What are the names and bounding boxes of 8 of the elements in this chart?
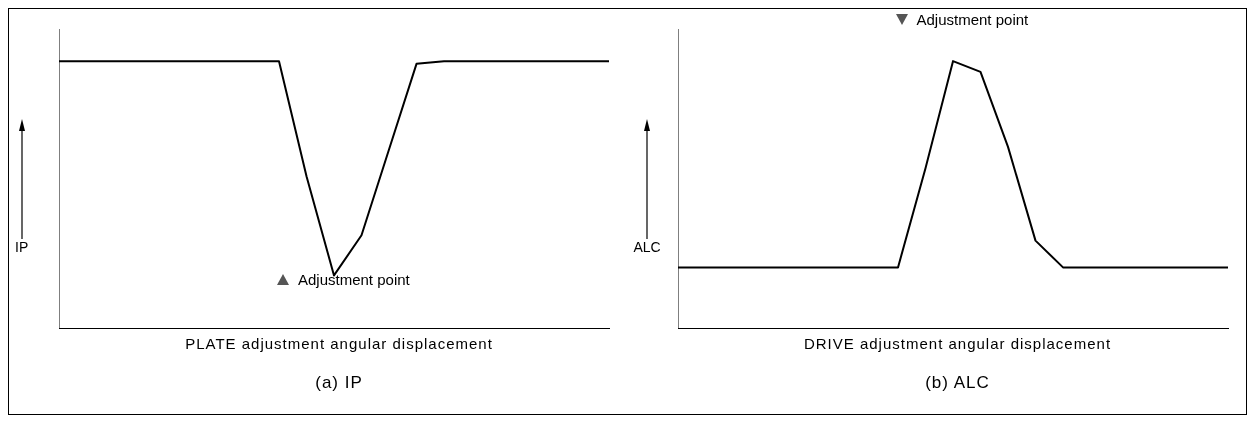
x-axis-title: DRIVE adjustment angular displacement bbox=[802, 335, 1113, 352]
y-axis-title: IP bbox=[15, 239, 29, 255]
text: (b) ALC bbox=[924, 373, 991, 393]
text: (a) IP bbox=[314, 373, 364, 393]
y-axis-title: ALC bbox=[633, 239, 661, 255]
annotation: Adjustment point bbox=[298, 271, 410, 289]
x-axis-title: PLATE adjustment angular displacement bbox=[184, 335, 494, 352]
text: Adjustment point bbox=[916, 11, 1029, 29]
